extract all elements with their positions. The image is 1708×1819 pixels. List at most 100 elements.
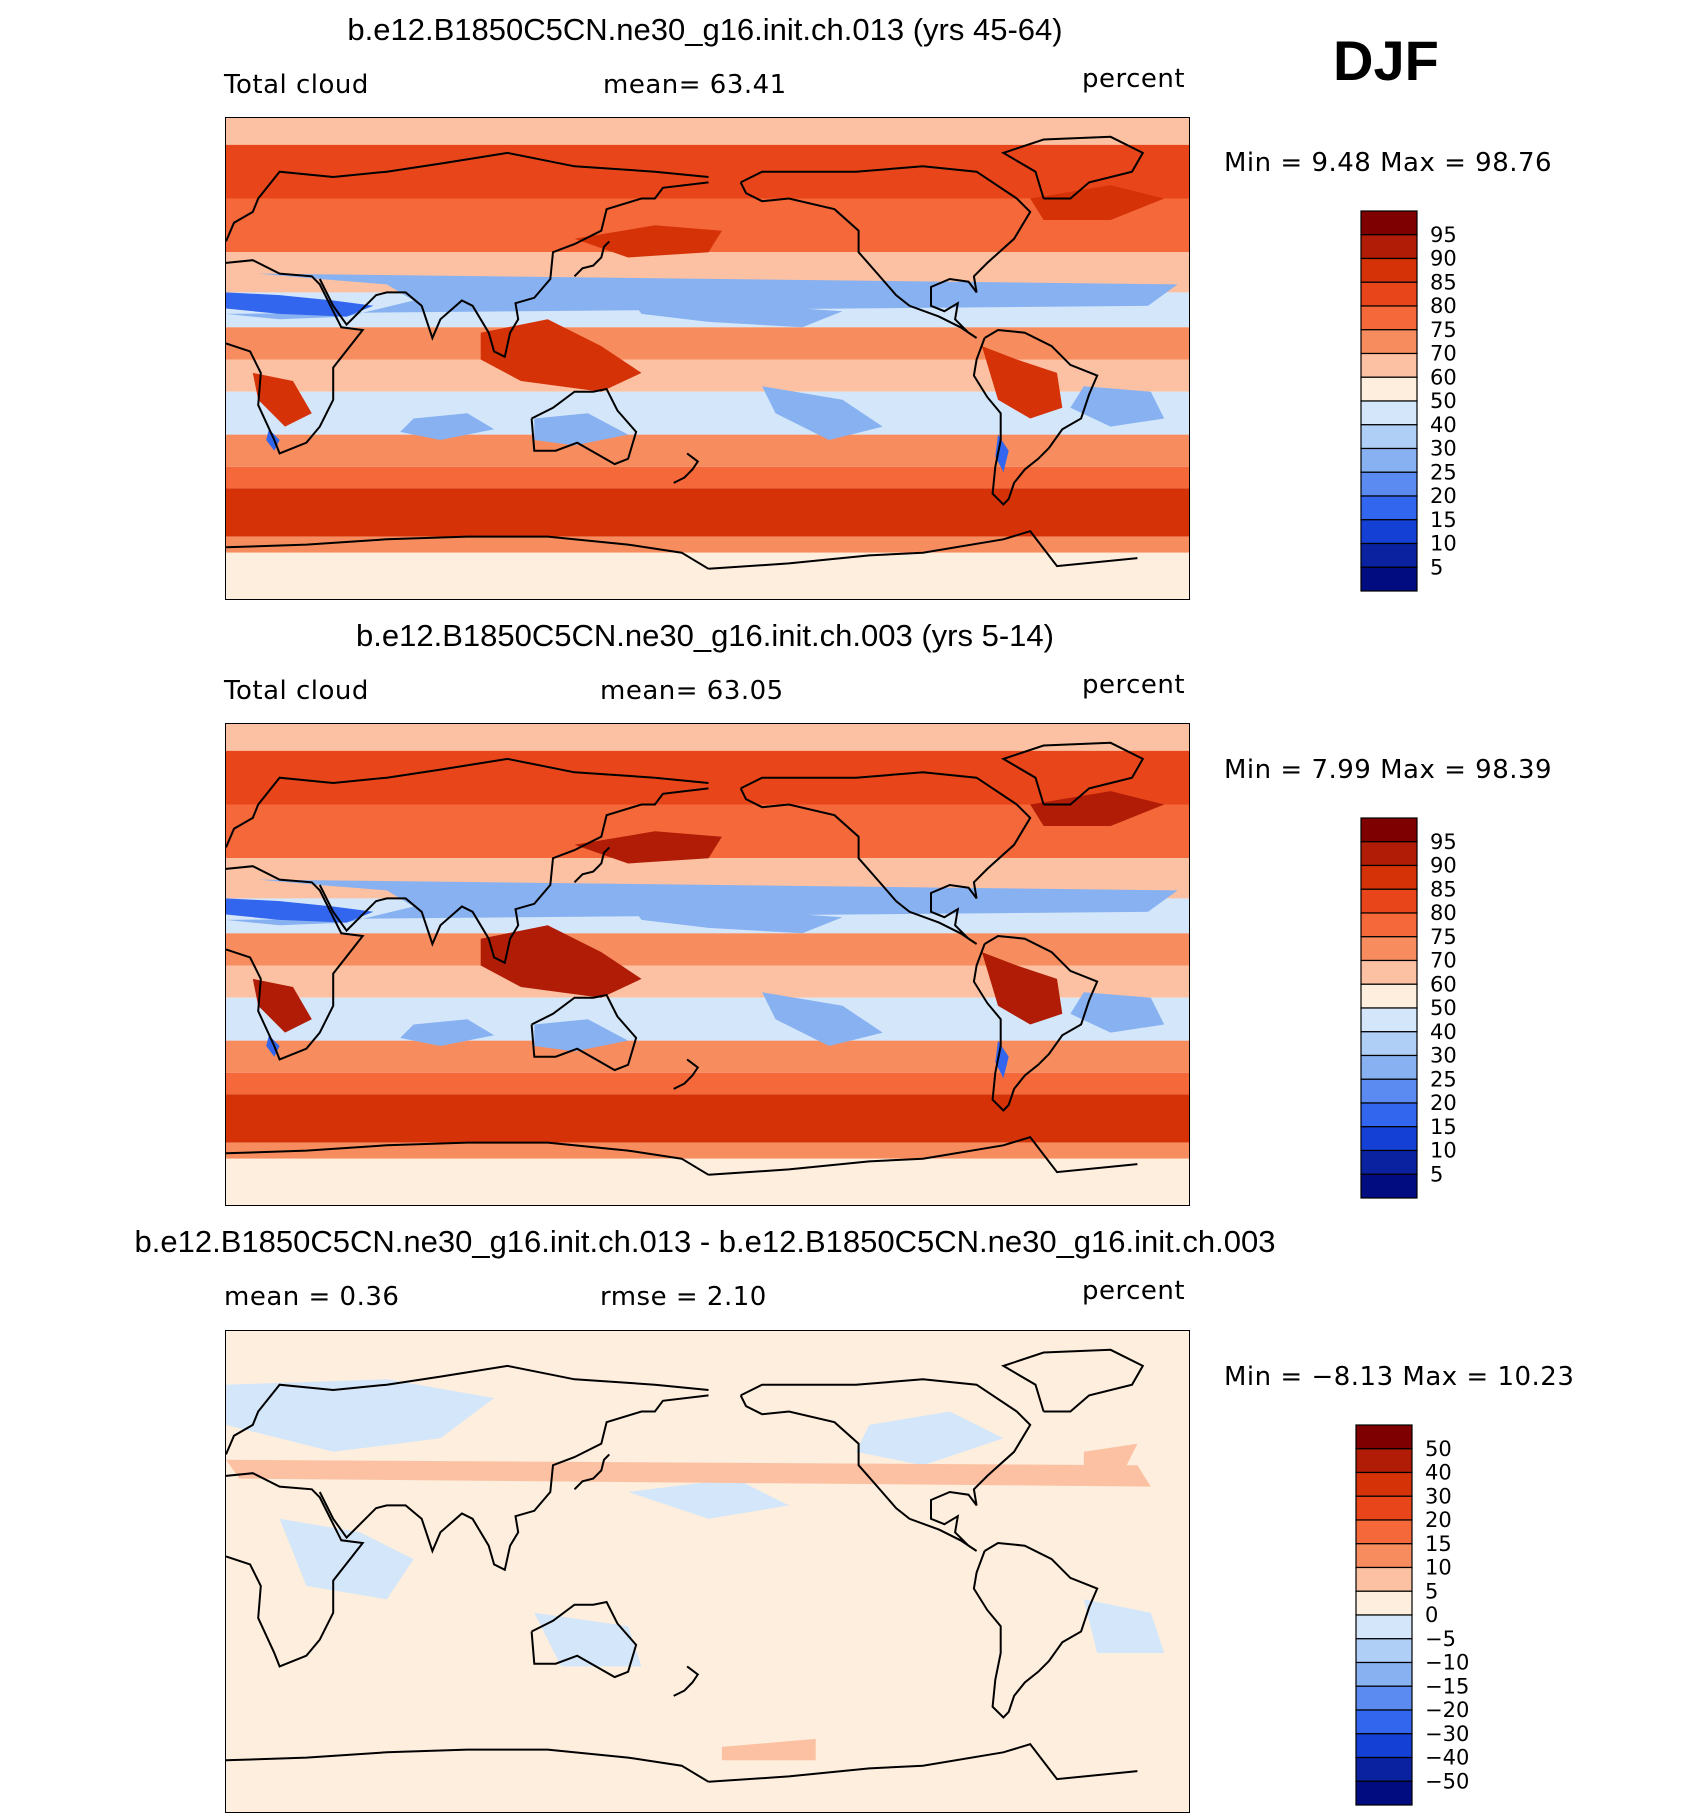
colorbar-tick-label: 25 xyxy=(1430,460,1457,484)
panel-1-variable-label: Total cloud xyxy=(224,70,369,100)
coastline xyxy=(226,865,365,1061)
coastline xyxy=(530,1600,638,1679)
colorbar-swatch xyxy=(1360,495,1418,521)
colorbar-swatch xyxy=(1355,1519,1413,1545)
field-band xyxy=(226,1094,1189,1143)
coastline xyxy=(739,1378,1032,1552)
coastline xyxy=(673,452,700,484)
coastline xyxy=(708,530,1138,570)
field-low-region xyxy=(400,413,495,440)
colorbar-tick-label: 85 xyxy=(1430,270,1457,294)
colorbar-swatch xyxy=(1360,1054,1418,1080)
field-low-region xyxy=(762,992,883,1046)
coastline xyxy=(972,934,1099,1112)
colorbar-swatch xyxy=(1360,542,1418,568)
coastline xyxy=(318,787,709,965)
colorbar-swatch xyxy=(1360,841,1418,867)
panel-3-colorbar: 50 40 30 20 15 10 5 0 −5 −10 −15 −20 −30 −40 −50 xyxy=(1355,1424,1505,1808)
field-negative-region xyxy=(534,1612,642,1667)
colorbar-swatch xyxy=(1360,234,1418,260)
colorbar-swatch xyxy=(1355,1566,1413,1592)
colorbar-swatch xyxy=(1355,1614,1413,1640)
colorbar-tick-label: 75 xyxy=(1430,318,1457,342)
colorbar-tick-label: 90 xyxy=(1430,247,1457,271)
colorbar-swatch xyxy=(1355,1471,1413,1497)
field-band xyxy=(226,1158,1189,1205)
colorbar-tick-label: 0 xyxy=(1425,1603,1438,1627)
field-high-region xyxy=(574,225,722,258)
field-min-region xyxy=(995,1040,1009,1079)
colorbar-tick-label: 80 xyxy=(1430,901,1457,925)
panel-3-mean-label: mean = 0.36 xyxy=(224,1282,400,1312)
colorbar-swatch xyxy=(1360,936,1418,962)
field-min-region xyxy=(995,434,1009,473)
field-low-region xyxy=(882,890,937,912)
coastline xyxy=(226,757,709,848)
coastline xyxy=(530,387,638,466)
coastline xyxy=(972,328,1099,506)
colorbar-tick-label: −20 xyxy=(1425,1698,1469,1722)
coastline xyxy=(226,1472,365,1668)
colorbar-swatch xyxy=(1355,1709,1413,1735)
panel-3-minmax-label: Min = −8.13 Max = 10.23 xyxy=(1224,1362,1575,1392)
field-positive-region xyxy=(1083,1443,1138,1471)
colorbar-tick-label: 50 xyxy=(1430,996,1457,1020)
colorbar-swatch xyxy=(1355,1424,1413,1450)
colorbar-swatch xyxy=(1360,1031,1418,1057)
coastline xyxy=(226,1748,710,1783)
field-negative-region xyxy=(279,1518,414,1600)
colorbar-tick-label: 30 xyxy=(1425,1484,1452,1508)
colorbar-swatch xyxy=(1355,1543,1413,1569)
coastline xyxy=(673,1665,700,1697)
field-high-region xyxy=(252,978,312,1033)
colorbar-swatch xyxy=(1355,1638,1413,1664)
field-low-region xyxy=(1070,992,1165,1033)
coastline xyxy=(972,1541,1099,1719)
colorbar-tick-label: 15 xyxy=(1425,1532,1452,1556)
colorbar-tick-label: 80 xyxy=(1430,294,1457,318)
colorbar-tick-label: 60 xyxy=(1430,972,1457,996)
colorbar-tick-label: 70 xyxy=(1430,949,1457,973)
coastline xyxy=(318,1394,709,1572)
field-negative-region xyxy=(855,1411,1004,1466)
colorbar-swatch xyxy=(1360,447,1418,473)
colorbar-swatch xyxy=(1355,1590,1413,1616)
colorbar-swatch xyxy=(1360,210,1418,236)
field-band xyxy=(226,750,1189,805)
colorbar-tick-label: 40 xyxy=(1430,413,1457,437)
coastline xyxy=(573,240,611,278)
colorbar-swatch xyxy=(1360,257,1418,283)
field-low-region xyxy=(400,1019,495,1046)
field-band xyxy=(226,466,1189,489)
colorbar-swatch xyxy=(1360,864,1418,890)
panel-1-colorbar: 95 90 85 80 75 70 60 50 40 30 25 20 15 10 5 xyxy=(1360,210,1510,594)
panel-1-mean-label: mean= 63.41 xyxy=(603,70,787,100)
colorbar-tick-label: 95 xyxy=(1430,223,1457,247)
coastline xyxy=(739,165,1032,339)
panel-2-minmax-label: Min = 7.99 Max = 98.39 xyxy=(1224,755,1553,785)
colorbar-swatch xyxy=(1360,376,1418,402)
field-low-region xyxy=(1070,386,1165,427)
panel-1-map xyxy=(225,117,1190,600)
field-positive-region xyxy=(226,1459,1151,1487)
field-low-region xyxy=(226,273,1178,320)
colorbar-tick-label: −15 xyxy=(1425,1674,1469,1698)
colorbar-tick-label: 10 xyxy=(1425,1556,1452,1580)
coastline xyxy=(1000,1348,1145,1413)
coastline xyxy=(226,259,365,455)
field-band xyxy=(226,327,1189,360)
panel-2-title: b.e12.B1850C5CN.ne30_g16.init.ch.003 (yr… xyxy=(356,618,1054,653)
colorbar-tick-label: 75 xyxy=(1430,925,1457,949)
colorbar-tick-label: 5 xyxy=(1430,1162,1443,1186)
colorbar-tick-label: 25 xyxy=(1430,1067,1457,1091)
coastline xyxy=(530,993,638,1072)
colorbar-swatch xyxy=(1360,1149,1418,1175)
colorbar-tick-label: 10 xyxy=(1430,532,1457,556)
season-label: DJF xyxy=(1333,29,1439,92)
colorbar-swatch xyxy=(1355,1685,1413,1711)
coastline xyxy=(1000,741,1145,806)
colorbar-swatch xyxy=(1360,400,1418,426)
panel-1-units-label: percent xyxy=(1082,64,1186,94)
field-negative-region xyxy=(1083,1599,1165,1653)
colorbar-swatch xyxy=(1360,519,1418,545)
